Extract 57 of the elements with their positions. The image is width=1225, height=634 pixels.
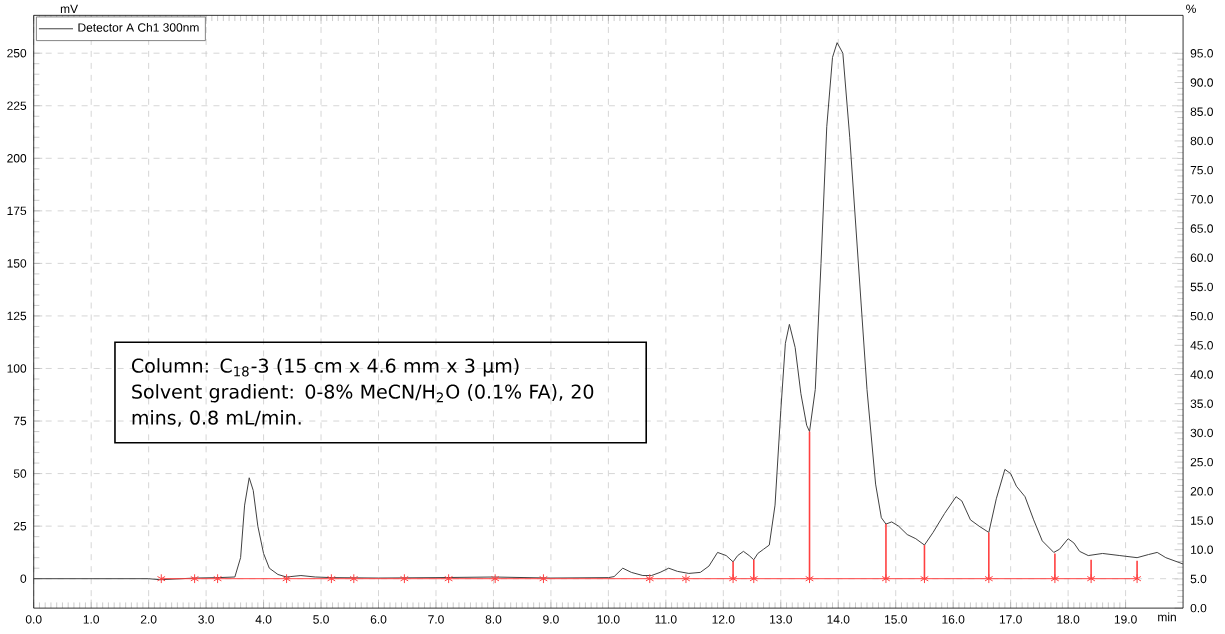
annotation: Column: C$_{18}$-3 (15 cm x 4.6 mm x 3 µm) xyxy=(132,358,519,377)
y2-tick-label: 60.0 xyxy=(1190,253,1213,262)
y-axis-title: mV xyxy=(60,4,79,13)
x-tick-label: 11.0 xyxy=(655,615,677,624)
y-tick-label: 150 xyxy=(7,259,27,268)
y2-tick-label: 30.0 xyxy=(1190,428,1213,438)
y2-tick-label: 5.0 xyxy=(1190,574,1207,584)
y2-tick-label: 35.0 xyxy=(1190,399,1213,408)
y-tick-label: 175 xyxy=(7,206,27,215)
y2-tick-label: 40.0 xyxy=(1190,370,1213,379)
y2-tick-label: 70.0 xyxy=(1190,195,1213,204)
y-tick-label: 200 xyxy=(7,154,27,163)
y2-tick-label: 15.0 xyxy=(1191,516,1213,525)
y-tick-label: 100 xyxy=(7,364,27,373)
legend-label: Detector A Ch1 300nm xyxy=(78,22,199,32)
y2-tick-label: 50.0 xyxy=(1190,311,1213,321)
x-tick-label: 18.0 xyxy=(1057,615,1080,624)
y2-axis-title: % xyxy=(1186,4,1196,13)
y-tick-label: 125 xyxy=(7,311,27,321)
x-tick-label: 17.0 xyxy=(999,615,1022,624)
x-tick-label: 2.0 xyxy=(140,615,157,624)
x-tick-label: 3.0 xyxy=(198,615,214,624)
text: Solvent gradient: 0-8% MeCN/H$_{2}$O (0.1% FA), 20 mins, 0.8 mL/min. xyxy=(132,384,594,427)
x-tick-label: 19.0 xyxy=(1114,615,1137,624)
x-tick-label: 13.0 xyxy=(770,615,792,624)
y2-tick-label: 75.0 xyxy=(1190,165,1213,175)
y2-tick-label: 55.0 xyxy=(1190,282,1213,292)
x-tick-label: 0.0 xyxy=(25,615,42,624)
y-tick-label: 225 xyxy=(7,101,27,110)
y-tick-label: 50 xyxy=(13,469,27,478)
x-tick-label: 9.0 xyxy=(543,615,559,624)
x-tick-label: 1.0 xyxy=(83,615,100,624)
y2-tick-label: 95.0 xyxy=(1190,49,1213,58)
x-tick-label: 14.0 xyxy=(827,615,850,624)
x-axis-title: min xyxy=(1158,612,1176,622)
y2-tick-label: 10.0 xyxy=(1191,545,1213,554)
y2-tick-label: 25.0 xyxy=(1190,457,1213,467)
y-tick-label: 0 xyxy=(20,574,27,583)
y2-tick-label: 90.0 xyxy=(1190,78,1213,87)
y-tick-label: 25 xyxy=(13,521,27,531)
x-tick-label: 6.0 xyxy=(370,615,387,624)
y2-tick-label: 85.0 xyxy=(1190,107,1213,116)
y-tick-label: 250 xyxy=(7,48,27,58)
x-tick-label: 4.0 xyxy=(255,615,272,624)
x-tick-label: 8.0 xyxy=(485,615,502,624)
x-tick-label: 7.0 xyxy=(428,615,444,624)
y2-tick-label: 0.0 xyxy=(1190,603,1207,613)
y2-tick-label: 65.0 xyxy=(1190,224,1213,233)
x-tick-label: 10.0 xyxy=(597,615,620,624)
x-tick-label: 5.0 xyxy=(313,615,329,624)
y2-tick-label: 80.0 xyxy=(1190,136,1213,146)
y2-tick-label: 20.0 xyxy=(1190,487,1213,496)
y-tick-label: 75 xyxy=(13,416,27,426)
x-tick-label: 12.0 xyxy=(712,615,735,624)
x-tick-label: 16.0 xyxy=(942,615,965,624)
y2-tick-label: 45.0 xyxy=(1190,341,1213,350)
x-tick-label: 15.0 xyxy=(884,615,907,624)
